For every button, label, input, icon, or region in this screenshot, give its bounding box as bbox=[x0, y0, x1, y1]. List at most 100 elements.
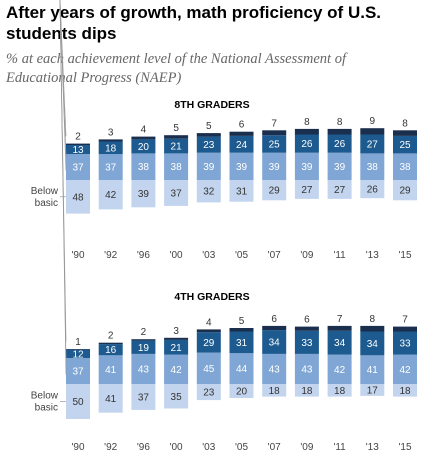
data-label-basic: 42 bbox=[334, 365, 346, 376]
bar-below-basic bbox=[262, 180, 287, 201]
data-label-advanced: 5 bbox=[239, 316, 245, 327]
data-label-advanced: 5 bbox=[173, 123, 179, 134]
bar-advanced bbox=[66, 349, 90, 350]
bar-proficient bbox=[66, 145, 90, 155]
data-label-below-basic: 41 bbox=[105, 394, 117, 405]
bar-basic bbox=[393, 153, 417, 180]
data-label-advanced: 7 bbox=[271, 118, 277, 129]
data-label-basic: 42 bbox=[399, 365, 411, 376]
bar-advanced bbox=[164, 337, 189, 340]
data-label-proficient: 16 bbox=[105, 345, 117, 356]
x-tick-label: '96 bbox=[137, 442, 150, 453]
data-label-advanced: 4 bbox=[206, 317, 212, 328]
bar-advanced bbox=[131, 136, 156, 140]
data-label-basic: 39 bbox=[301, 162, 313, 173]
x-tick-label: '90 bbox=[71, 442, 84, 453]
bar-advanced bbox=[66, 143, 90, 145]
data-label-below-basic: 37 bbox=[138, 392, 150, 403]
bar-below-basic bbox=[229, 180, 254, 202]
data-label-proficient: 29 bbox=[203, 338, 215, 349]
bar-proficient bbox=[262, 330, 287, 354]
bar-below-basic bbox=[164, 384, 189, 409]
bar-proficient bbox=[164, 339, 189, 355]
legend-label-line: Below bbox=[31, 186, 59, 197]
data-label-below-basic: 31 bbox=[236, 186, 248, 197]
bar-advanced bbox=[327, 128, 352, 135]
data-label-basic: 39 bbox=[236, 162, 248, 173]
legend-label: Below basic bbox=[31, 391, 59, 414]
data-label-advanced: 6 bbox=[271, 314, 277, 325]
data-label-below-basic: 18 bbox=[269, 386, 281, 397]
panel-8th-graders: 8TH GRADERS2133748'903183742'924203839'9… bbox=[14, 0, 417, 261]
bar-advanced bbox=[327, 325, 352, 331]
bar-basic bbox=[360, 355, 385, 384]
data-label-advanced: 2 bbox=[108, 331, 114, 342]
bar-proficient bbox=[98, 344, 123, 356]
legend-item-basic: Basic bbox=[34, 0, 67, 171]
bar-below-basic bbox=[66, 384, 90, 419]
bar-advanced bbox=[393, 130, 417, 136]
data-label-basic: 43 bbox=[269, 364, 281, 375]
x-tick-label: '09 bbox=[300, 442, 313, 453]
data-label-proficient: 21 bbox=[171, 343, 183, 354]
x-tick-label: '09 bbox=[300, 250, 313, 261]
bar-below-basic bbox=[294, 180, 319, 199]
bar-advanced bbox=[262, 325, 287, 331]
data-label-basic: 39 bbox=[334, 162, 346, 173]
legend-label: Proficient bbox=[16, 0, 58, 3]
bar-below-basic bbox=[229, 384, 254, 398]
legend-item-advanced: Advanced bbox=[14, 0, 67, 137]
data-label-advanced: 2 bbox=[141, 327, 147, 338]
bar-basic bbox=[66, 358, 90, 384]
data-label-proficient: 34 bbox=[367, 339, 379, 350]
bar-proficient bbox=[164, 138, 189, 154]
bar-proficient bbox=[229, 135, 254, 153]
data-label-advanced: 4 bbox=[141, 125, 147, 136]
data-label-proficient: 25 bbox=[269, 139, 281, 150]
data-label-below-basic: 27 bbox=[301, 185, 313, 196]
bar-basic bbox=[327, 152, 352, 180]
x-tick-label: '15 bbox=[398, 442, 411, 453]
bar-below-basic bbox=[360, 180, 385, 199]
data-label-below-basic: 18 bbox=[301, 386, 313, 397]
x-tick-label: '13 bbox=[366, 442, 379, 453]
data-label-advanced: 8 bbox=[304, 117, 310, 128]
data-label-proficient: 34 bbox=[269, 338, 281, 349]
data-label-proficient: 26 bbox=[301, 139, 313, 150]
x-tick-label: '03 bbox=[202, 250, 215, 261]
x-tick-label: '03 bbox=[202, 442, 215, 453]
bar-below-basic bbox=[66, 180, 90, 214]
bar-advanced bbox=[360, 128, 385, 135]
data-label-proficient: 19 bbox=[138, 343, 150, 354]
legend-connector bbox=[59, 0, 67, 171]
bar-proficient bbox=[327, 330, 352, 355]
bar-proficient bbox=[229, 331, 254, 354]
bar-basic bbox=[98, 154, 123, 180]
bar-advanced bbox=[393, 326, 417, 332]
bar-proficient bbox=[131, 139, 156, 154]
data-label-below-basic: 29 bbox=[399, 186, 411, 197]
data-label-basic: 44 bbox=[236, 364, 248, 375]
x-tick-label: '05 bbox=[235, 442, 248, 453]
x-tick-label: '11 bbox=[333, 442, 346, 453]
data-label-advanced: 3 bbox=[108, 127, 114, 138]
bar-basic bbox=[229, 353, 254, 384]
bar-basic bbox=[164, 153, 189, 180]
data-label-advanced: 3 bbox=[173, 326, 179, 337]
bar-proficient bbox=[262, 135, 287, 153]
x-tick-label: '92 bbox=[104, 442, 117, 453]
data-label-basic: 37 bbox=[72, 163, 84, 174]
x-tick-label: '13 bbox=[366, 250, 379, 261]
bar-proficient bbox=[66, 349, 90, 359]
bar-below-basic bbox=[131, 384, 156, 410]
bar-below-basic bbox=[164, 180, 189, 206]
bar-below-basic bbox=[196, 180, 221, 203]
bar-below-basic bbox=[98, 180, 123, 210]
data-label-below-basic: 35 bbox=[171, 392, 183, 403]
x-tick-label: '05 bbox=[235, 250, 248, 261]
legend-label-line: basic bbox=[35, 403, 58, 414]
bar-below-basic bbox=[131, 180, 156, 208]
bar-basic bbox=[131, 153, 156, 180]
data-label-basic: 41 bbox=[105, 365, 117, 376]
data-label-advanced: 7 bbox=[337, 314, 343, 325]
